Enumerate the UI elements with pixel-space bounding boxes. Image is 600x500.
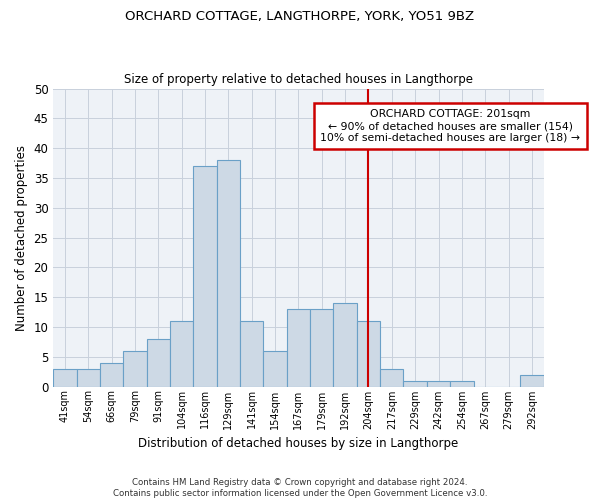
Bar xyxy=(77,368,100,386)
Bar xyxy=(520,374,544,386)
Bar xyxy=(263,351,287,386)
Bar xyxy=(217,160,240,386)
Bar xyxy=(240,321,263,386)
X-axis label: Distribution of detached houses by size in Langthorpe: Distribution of detached houses by size … xyxy=(139,437,458,450)
Text: ORCHARD COTTAGE: 201sqm
← 90% of detached houses are smaller (154)
10% of semi-d: ORCHARD COTTAGE: 201sqm ← 90% of detache… xyxy=(320,110,580,142)
Text: ORCHARD COTTAGE, LANGTHORPE, YORK, YO51 9BZ: ORCHARD COTTAGE, LANGTHORPE, YORK, YO51 … xyxy=(125,10,475,23)
Bar xyxy=(357,321,380,386)
Bar xyxy=(124,351,146,386)
Bar xyxy=(450,380,473,386)
Bar xyxy=(310,309,334,386)
Bar xyxy=(193,166,217,386)
Y-axis label: Number of detached properties: Number of detached properties xyxy=(15,144,28,330)
Title: Size of property relative to detached houses in Langthorpe: Size of property relative to detached ho… xyxy=(124,73,473,86)
Text: Contains HM Land Registry data © Crown copyright and database right 2024.
Contai: Contains HM Land Registry data © Crown c… xyxy=(113,478,487,498)
Bar xyxy=(170,321,193,386)
Bar xyxy=(334,303,357,386)
Bar xyxy=(53,368,77,386)
Bar xyxy=(380,368,403,386)
Bar xyxy=(100,362,124,386)
Bar xyxy=(287,309,310,386)
Bar xyxy=(146,339,170,386)
Bar xyxy=(427,380,450,386)
Bar xyxy=(403,380,427,386)
